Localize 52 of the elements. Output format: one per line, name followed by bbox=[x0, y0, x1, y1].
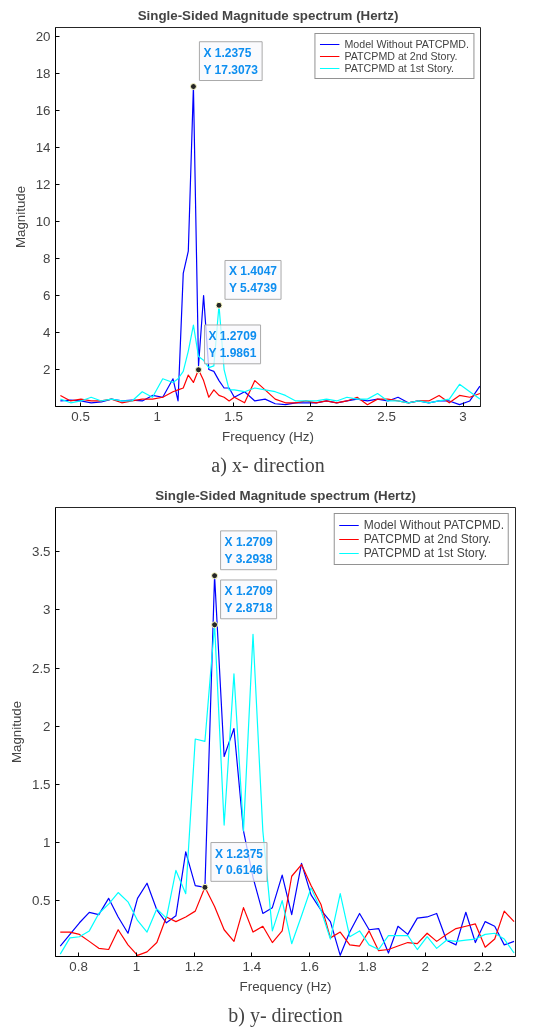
y-tick-label: 2.5 bbox=[31, 660, 51, 676]
x-tick-label: 0.8 bbox=[69, 958, 88, 974]
legend-label: Model Without PATCPMD. bbox=[363, 518, 504, 532]
x-tick-label: 0.5 bbox=[71, 408, 90, 424]
y-tick-label: 2 bbox=[43, 362, 51, 378]
x-tick-label: 1.4 bbox=[242, 958, 262, 974]
annotation: X 1.2709 Y 2.8718 bbox=[224, 583, 273, 615]
y-tick-label: 2 bbox=[43, 718, 51, 734]
y-tick-label: 16 bbox=[35, 103, 51, 119]
y-tick-label: 3.5 bbox=[31, 544, 51, 560]
x-tick-label: 1 bbox=[132, 958, 141, 974]
x-axis-title: Frequency (Hz) bbox=[239, 978, 332, 994]
legend-label: PATCPMD at 1st Story. bbox=[363, 546, 488, 560]
y-tick-label: 6 bbox=[43, 288, 51, 304]
line-series bbox=[59, 864, 515, 956]
y-tick-label: 14 bbox=[35, 140, 52, 156]
x-tick-label: 2.5 bbox=[377, 408, 396, 424]
legend-label: Model Without PATCPMD. bbox=[344, 38, 469, 50]
y-axis-title: Magnitude bbox=[12, 185, 28, 249]
y-tick-label: 12 bbox=[35, 177, 51, 193]
x-tick-label: 2 bbox=[306, 408, 314, 424]
x-tick-label: 1.8 bbox=[358, 958, 377, 974]
legend-label: PATCPMD at 1st Story. bbox=[344, 62, 454, 74]
annotation: X 1.2709 Y 1.9861 bbox=[208, 328, 257, 360]
annotation: X 1.2375 Y 17.3073 bbox=[203, 45, 259, 77]
text: a) x- direction bbox=[211, 453, 325, 477]
y-tick-label: 1 bbox=[43, 835, 51, 851]
y-tick-label: 18 bbox=[35, 66, 51, 82]
x-tick-label: 1.2 bbox=[184, 958, 204, 974]
legend-label: PATCPMD at 2nd Story. bbox=[344, 50, 458, 62]
x-axis-title: Frequency (Hz) bbox=[222, 428, 314, 444]
chart-title: Single-Sided Magnitude spectrum (Hertz) bbox=[155, 487, 416, 503]
x-tick-label: 2.2 bbox=[473, 958, 493, 974]
y-tick-label: 10 bbox=[35, 214, 51, 230]
y-tick-label: 1.5 bbox=[31, 776, 51, 792]
text: b) y- direction bbox=[228, 1003, 343, 1027]
y-tick-label: 20 bbox=[35, 29, 51, 45]
y-tick-label: 3 bbox=[43, 602, 51, 618]
y-tick-label: 8 bbox=[43, 251, 51, 267]
x-tick-label: 1.6 bbox=[300, 958, 319, 974]
y-tick-label: 0.5 bbox=[31, 893, 51, 909]
chart-title: Single-Sided Magnitude spectrum (Hertz) bbox=[137, 7, 399, 23]
y-axis-title: Magnitude bbox=[8, 700, 24, 764]
annotation: X 1.2709 Y 3.2938 bbox=[224, 534, 273, 566]
annotation: X 1.4047 Y 5.4739 bbox=[229, 264, 278, 296]
x-tick-label: 1.5 bbox=[224, 408, 243, 424]
x-tick-label: 2 bbox=[421, 958, 429, 974]
legend-label: PATCPMD at 2nd Story. bbox=[363, 532, 492, 546]
annotation: X 1.2375 Y 0.6146 bbox=[214, 846, 264, 878]
x-tick-label: 3 bbox=[459, 408, 467, 424]
y-tick-label: 4 bbox=[43, 325, 52, 341]
x-tick-label: 1 bbox=[153, 408, 161, 424]
